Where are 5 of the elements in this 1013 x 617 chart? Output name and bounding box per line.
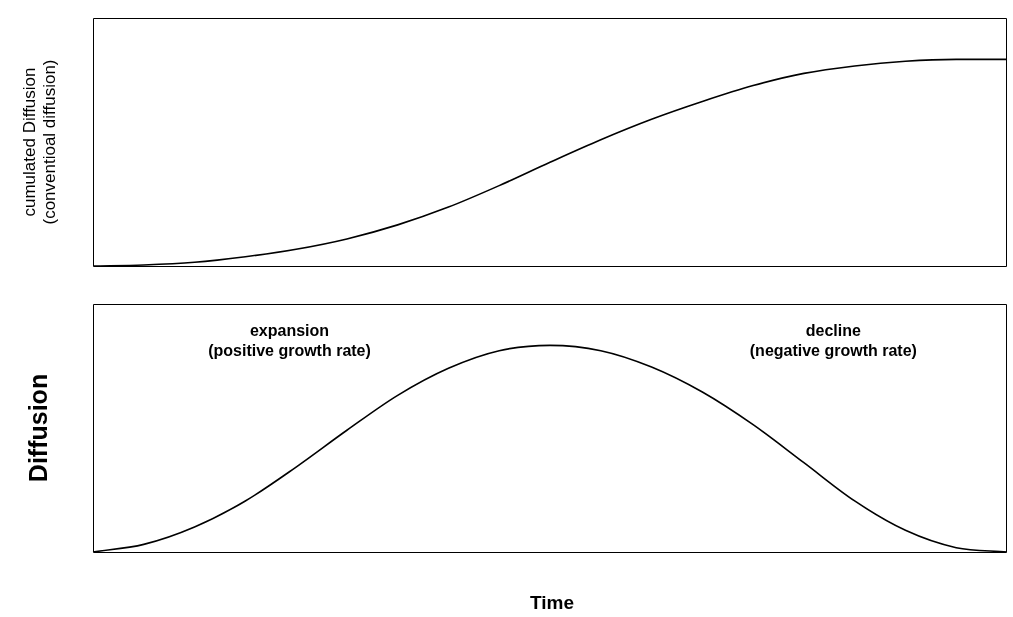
y-axis-title: Diffusion: [23, 373, 52, 483]
x-axis-title: Time: [529, 592, 575, 614]
annotation: decline (negative growth rate): [749, 322, 917, 360]
y-axis-title: cumulated Diffusion (conventioal diffusion): [19, 59, 59, 225]
annotation: expansion (positive growth rate): [208, 322, 371, 360]
